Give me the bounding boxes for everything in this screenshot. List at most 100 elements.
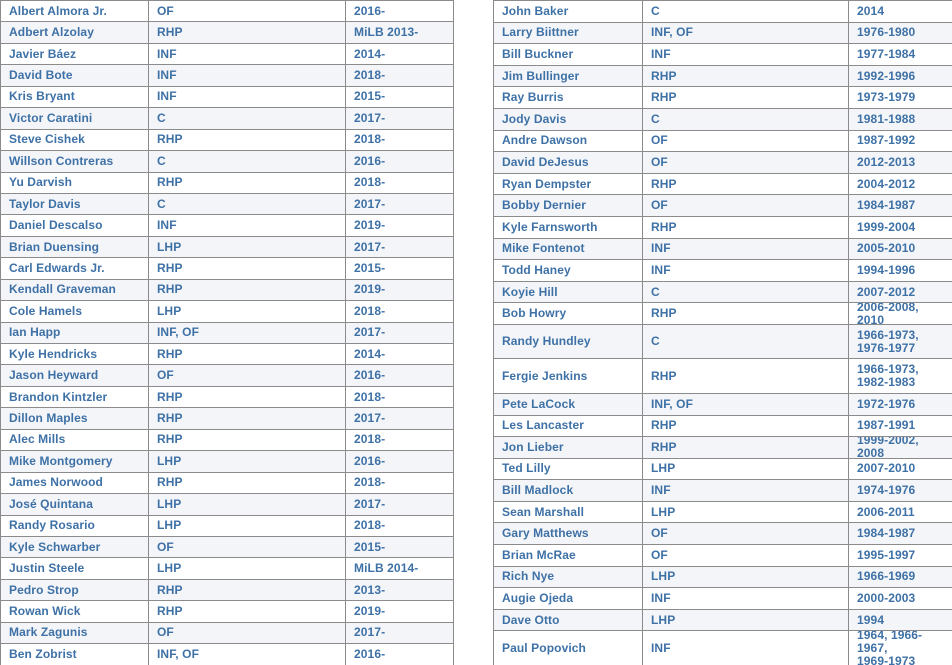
table-row: Willson Contreras C 2016- <box>1 151 453 173</box>
table-row: Bobby Dernier OF 1984-1987 <box>494 195 952 217</box>
player-name-link[interactable]: Brian Duensing <box>1 236 149 258</box>
player-name-link[interactable]: Taylor Davis <box>1 193 149 215</box>
player-name-link[interactable]: Mike Montgomery <box>1 451 149 472</box>
table-row: Mike Fontenot INF 2005-2010 <box>494 238 952 261</box>
player-name-link[interactable]: Albert Almora Jr. <box>1 1 149 22</box>
player-name-link[interactable]: Sean Marshall <box>494 501 643 523</box>
player-name-link[interactable]: John Baker <box>494 1 643 22</box>
player-name-link[interactable]: Adbert Alzolay <box>1 22 149 43</box>
player-name-link[interactable]: Jon Lieber <box>494 437 643 458</box>
player-name-link[interactable]: Pete LaCock <box>494 393 643 415</box>
player-name-link[interactable]: Alec Mills <box>1 429 149 451</box>
player-name-link[interactable]: Steve Cishek <box>1 129 149 151</box>
player-name-link[interactable]: Larry Biittner <box>494 22 643 44</box>
player-name-link[interactable]: Bob Howry <box>494 303 643 324</box>
player-name-link[interactable]: Les Lancaster <box>494 415 643 437</box>
player-name-link[interactable]: Jody Davis <box>494 108 643 130</box>
player-name-link[interactable]: Justin Steele <box>1 558 149 579</box>
player-name-link[interactable]: Bobby Dernier <box>494 195 643 216</box>
table-row: Mark Zagunis OF 2017- <box>1 622 453 645</box>
years-cell: 2017- <box>354 110 386 125</box>
player-name-link[interactable]: Dave Otto <box>494 609 643 631</box>
years-cell: 2016- <box>354 453 386 468</box>
player-name-link[interactable]: Fergie Jenkins <box>494 359 643 393</box>
years-cell: 1972-1976 <box>857 396 916 411</box>
player-name-link[interactable]: Ian Happ <box>1 322 149 343</box>
table-row: Dillon Maples RHP 2017- <box>1 408 453 430</box>
player-name-link[interactable]: Ben Zobrist <box>1 644 149 665</box>
player-name-link[interactable]: Yu Darvish <box>1 172 149 193</box>
player-name-link[interactable]: James Norwood <box>1 472 149 494</box>
years-cell: 2018- <box>354 68 386 83</box>
years-cell: 2016- <box>354 368 386 383</box>
player-name-link[interactable]: Koyie Hill <box>494 281 643 303</box>
table-row: Ben Zobrist INF, OF 2016- <box>1 644 453 665</box>
player-name-link[interactable]: Jason Heyward <box>1 365 149 386</box>
table-row: Andre Dawson OF 1987-1992 <box>494 130 952 153</box>
player-name-link[interactable]: Randy Rosario <box>1 515 149 536</box>
position-cell: LHP <box>643 566 849 588</box>
player-name-link[interactable]: José Quintana <box>1 494 149 515</box>
years-cell: 1981-1988 <box>857 111 916 126</box>
player-name-link[interactable]: Carl Edwards Jr. <box>1 258 149 279</box>
player-name-link[interactable]: Randy Hundley <box>494 324 643 359</box>
years-cell: 1994 <box>857 612 885 627</box>
player-name-link[interactable]: Ryan Dempster <box>494 173 643 195</box>
years-cell: 2013- <box>354 582 386 597</box>
table-row: Kyle Hendricks RHP 2014- <box>1 344 453 366</box>
position-cell: RHP <box>643 173 849 195</box>
player-name-link[interactable]: Kyle Schwarber <box>1 536 149 558</box>
player-name-link[interactable]: Paul Popovich <box>494 631 643 665</box>
years-cell: 2006-2011 <box>857 504 915 519</box>
years-cell: 2017- <box>354 239 386 254</box>
player-name-link[interactable]: Andre Dawson <box>494 130 643 152</box>
player-name-link[interactable]: Cole Hamels <box>1 301 149 322</box>
player-name-link[interactable]: Kris Bryant <box>1 86 149 108</box>
player-name-link[interactable]: David Bote <box>1 65 149 86</box>
player-name-link[interactable]: Brian McRae <box>494 545 643 566</box>
table-row: Rowan Wick RHP 2019- <box>1 601 453 623</box>
player-name-link[interactable]: David DeJesus <box>494 152 643 173</box>
player-name-link[interactable]: Gary Matthews <box>494 523 643 545</box>
player-name-link[interactable]: Bill Buckner <box>494 44 643 65</box>
table-row: Rich Nye LHP 1966-1969 <box>494 566 952 589</box>
position-cell: INF <box>643 631 849 665</box>
player-name-link[interactable]: Todd Haney <box>494 260 643 281</box>
player-name-link[interactable]: Mike Fontenot <box>494 238 643 260</box>
player-name-link[interactable]: Bill Madlock <box>494 480 643 501</box>
player-name-link[interactable]: Brandon Kintzler <box>1 386 149 408</box>
years-cell: 2019- <box>354 218 386 233</box>
position-cell: C <box>643 281 849 303</box>
position-cell: RHP <box>149 172 346 193</box>
years-cell: 2017- <box>354 496 386 511</box>
player-name-link[interactable]: Jim Bullinger <box>494 65 643 87</box>
position-cell: OF <box>643 195 849 216</box>
player-name-link[interactable]: Kyle Farnsworth <box>494 216 643 238</box>
years-cell: 2016- <box>354 3 386 18</box>
player-name-link[interactable]: Kendall Graveman <box>1 279 149 301</box>
player-name-link[interactable]: Ted Lilly <box>494 458 643 480</box>
player-name-link[interactable]: Rowan Wick <box>1 601 149 622</box>
player-name-link[interactable]: Willson Contreras <box>1 151 149 172</box>
years-cell: 2017- <box>354 196 386 211</box>
table-row: Brian McRae OF 1995-1997 <box>494 545 952 567</box>
position-cell: C <box>643 1 849 22</box>
table-row: David DeJesus OF 2012-2013 <box>494 152 952 174</box>
player-name-link[interactable]: Mark Zagunis <box>1 622 149 644</box>
player-name-link[interactable]: Kyle Hendricks <box>1 344 149 365</box>
player-name-link[interactable]: Ray Burris <box>494 87 643 108</box>
position-cell: LHP <box>643 458 849 480</box>
years-cell: 2012-2013 <box>857 154 916 169</box>
player-name-link[interactable]: Victor Caratini <box>1 108 149 129</box>
position-cell: INF, OF <box>149 644 346 665</box>
player-name-link[interactable]: Dillon Maples <box>1 408 149 429</box>
table-row: Jody Davis C 1981-1988 <box>494 108 952 131</box>
years-cell: 1984-1987 <box>857 526 916 541</box>
player-name-link[interactable]: Rich Nye <box>494 566 643 588</box>
player-name-link[interactable]: Pedro Strop <box>1 579 149 601</box>
player-name-link[interactable]: Javier Báez <box>1 43 149 65</box>
position-cell: RHP <box>643 415 849 437</box>
table-row: Kyle Farnsworth RHP 1999-2004 <box>494 216 952 239</box>
player-name-link[interactable]: Augie Ojeda <box>494 588 643 609</box>
player-name-link[interactable]: Daniel Descalso <box>1 215 149 236</box>
